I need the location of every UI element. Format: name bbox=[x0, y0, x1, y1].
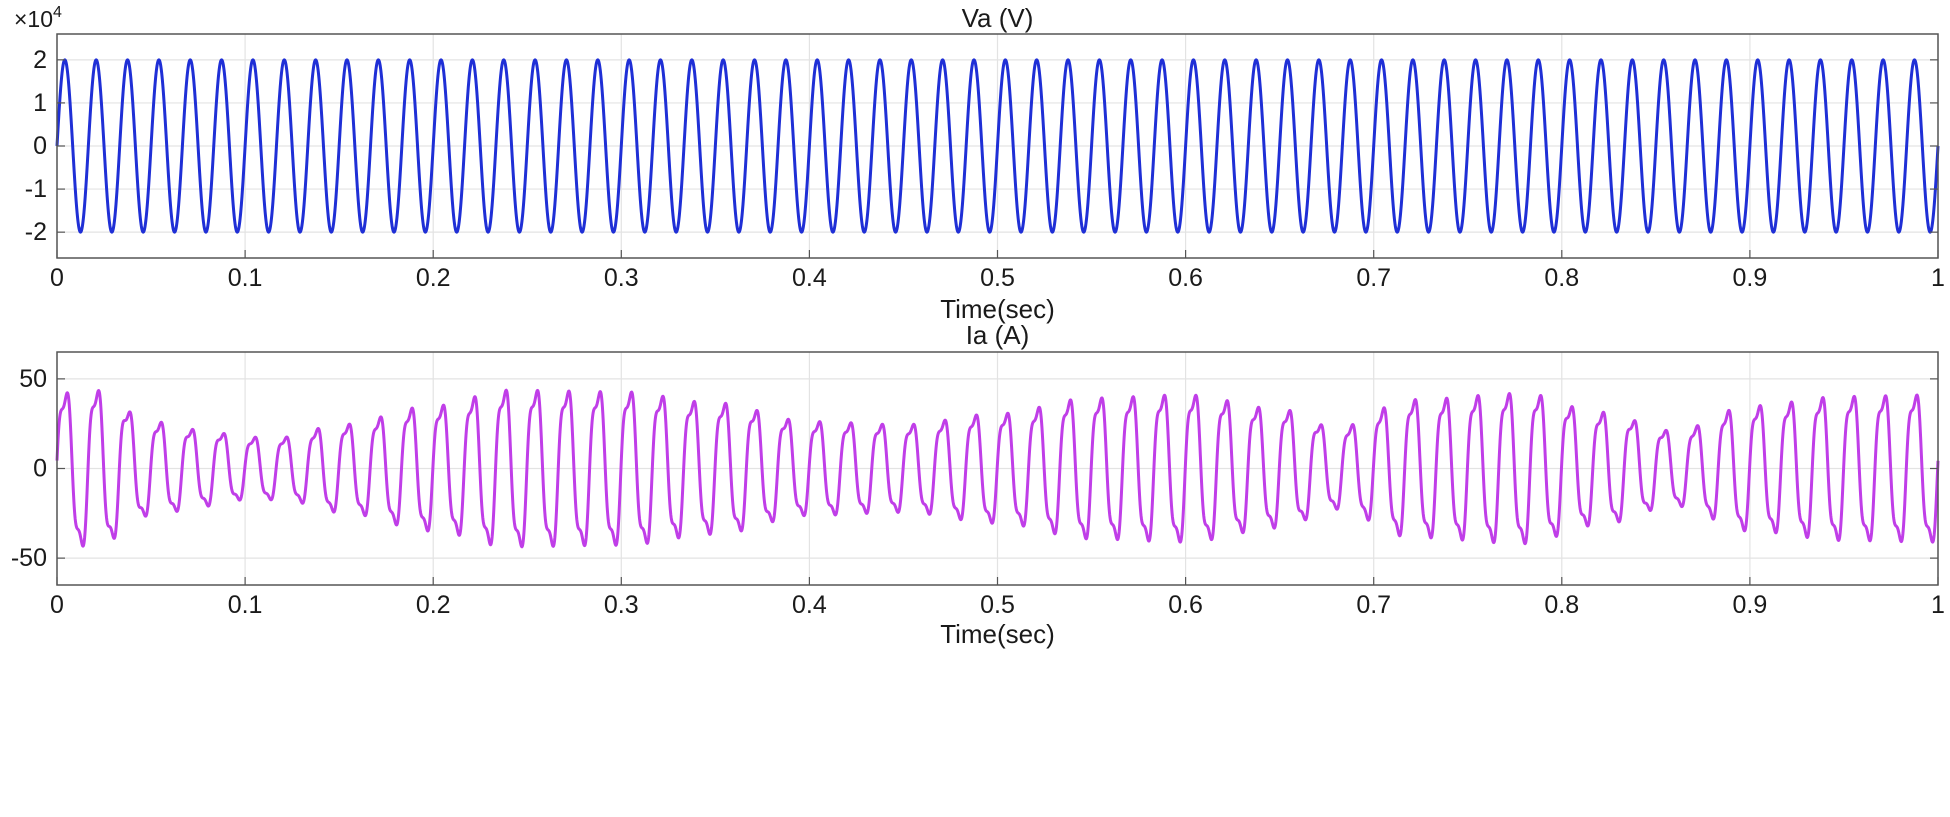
chart-ia-xtick-label: 0.1 bbox=[228, 591, 263, 619]
chart-va-ytick-label: 2 bbox=[33, 46, 47, 74]
chart-ia-ytick-label: -50 bbox=[11, 544, 47, 572]
chart-va-ytick-label: 1 bbox=[33, 89, 47, 117]
chart-ia-xtick-label: 0.2 bbox=[416, 591, 451, 619]
chart-va-xtick-label: 0.2 bbox=[416, 264, 451, 292]
chart-ia-ytick-label: 50 bbox=[19, 365, 47, 393]
chart-va-title: Va (V) bbox=[962, 3, 1034, 33]
chart-va-xtick-label: 0.3 bbox=[604, 264, 639, 292]
chart-ia-xtick-label: 0.9 bbox=[1733, 591, 1768, 619]
chart-va-ytick-label: 0 bbox=[33, 132, 47, 160]
chart-va-ytick-label: -2 bbox=[25, 218, 47, 246]
chart-ia-title: Ia (A) bbox=[966, 320, 1030, 350]
chart-va-xtick-label: 0.8 bbox=[1544, 264, 1579, 292]
chart-ia-ytick-label: 0 bbox=[33, 455, 47, 483]
chart-ia-xtick-label: 0.4 bbox=[792, 591, 827, 619]
chart-ia-xtick-label: 0 bbox=[50, 591, 64, 619]
chart-va-series-line bbox=[55, 58, 1940, 234]
chart-va-scale-base: ×10 bbox=[14, 6, 53, 32]
chart-va-xtick-label: 0.1 bbox=[228, 264, 263, 292]
chart-ia-xtick-label: 0.8 bbox=[1544, 591, 1579, 619]
chart-va-xtick-label: 0.6 bbox=[1168, 264, 1203, 292]
chart-va-xtick-label: 0.4 bbox=[792, 264, 827, 292]
chart-ia-xtick-label: 0.7 bbox=[1356, 591, 1391, 619]
chart-va-ytick-label: -1 bbox=[25, 175, 47, 203]
chart-va-xtick-label: 0.7 bbox=[1356, 264, 1391, 292]
chart-ia-xlabel: Time(sec) bbox=[940, 619, 1055, 649]
chart-ia-xtick-label: 0.6 bbox=[1168, 591, 1203, 619]
chart-ia-xtick-label: 1 bbox=[1931, 591, 1945, 619]
chart-va-xlabel: Time(sec) bbox=[940, 294, 1055, 324]
chart-va-xtick-label: 1 bbox=[1931, 264, 1945, 292]
chart-va: 0 0.1 0.2 0.3 0.4 0.5 0.6 0.7 0.8 0.9 1 2 1 0 -1 -2 Va (… bbox=[14, 3, 1945, 324]
chart-va-xtick-label: 0 bbox=[50, 264, 64, 292]
chart-va-xtick-label: 0.5 bbox=[980, 264, 1015, 292]
chart-va-scale-exponent: 4 bbox=[53, 4, 62, 21]
chart-va-scale-label: ×104 bbox=[14, 4, 62, 32]
chart-va-xtick-label: 0.9 bbox=[1733, 264, 1768, 292]
chart-ia-series-line bbox=[55, 388, 1940, 549]
chart-ia-xtick-label: 0.5 bbox=[980, 591, 1015, 619]
chart-ia-xtick-label: 0.3 bbox=[604, 591, 639, 619]
